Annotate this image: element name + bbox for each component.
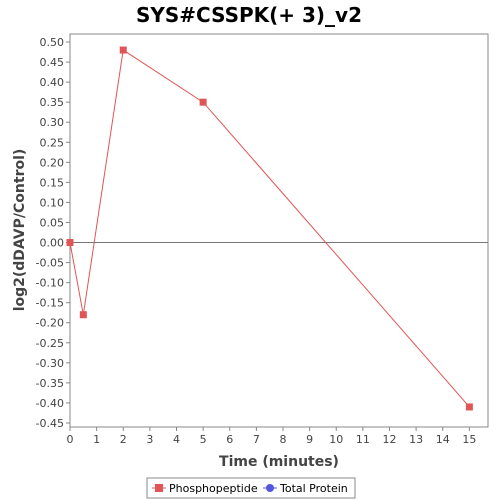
x-tick-label: 14 — [436, 433, 450, 446]
x-tick-label: 1 — [93, 433, 100, 446]
x-tick-label: 12 — [382, 433, 396, 446]
legend-entry-label: Total Protein — [279, 482, 348, 495]
y-tick-label: 0.20 — [40, 156, 65, 169]
y-tick-label: -0.35 — [36, 377, 64, 390]
y-tick-label: 0.40 — [40, 76, 65, 89]
legend-square-marker — [155, 484, 163, 492]
chart-title: SYS#CSSPK(+ 3)_v2 — [136, 3, 362, 27]
x-tick-label: 7 — [253, 433, 260, 446]
x-tick-label: 15 — [462, 433, 476, 446]
y-tick-label: 0.15 — [40, 176, 65, 189]
y-tick-label: 0.10 — [40, 196, 65, 209]
y-tick-label: 0.25 — [40, 136, 65, 149]
y-axis: 0.50 0.45 0.40 0.35 0.30 0.25 0.20 0.15 0.10 0.05… — [36, 36, 70, 430]
y-tick-label: 0.45 — [40, 56, 65, 69]
y-tick-label: 0.05 — [40, 216, 65, 229]
y-tick-label: -0.05 — [36, 257, 64, 270]
x-tick-label: 5 — [200, 433, 207, 446]
y-tick-label: -0.30 — [36, 357, 64, 370]
x-tick-label: 11 — [356, 433, 370, 446]
x-tick-label: 2 — [120, 433, 127, 446]
legend-entry-label: Phosphopeptide — [169, 482, 258, 495]
data-point — [465, 403, 473, 411]
data-point — [66, 239, 74, 247]
x-tick-label: 3 — [146, 433, 153, 446]
data-point — [199, 98, 207, 106]
y-tick-label: 0.30 — [40, 116, 65, 129]
y-tick-label: -0.15 — [36, 297, 64, 310]
series-layer — [66, 46, 473, 411]
x-tick-label: 8 — [279, 433, 286, 446]
x-tick-label: 13 — [409, 433, 423, 446]
y-tick-label: -0.40 — [36, 397, 64, 410]
y-tick-label: -0.20 — [36, 317, 64, 330]
data-point — [119, 46, 127, 54]
legend-circle-marker — [266, 484, 274, 492]
y-tick-label: 0.00 — [40, 237, 65, 250]
legend-box — [146, 477, 356, 499]
plot-area — [69, 33, 489, 428]
y-tick-label: -0.25 — [36, 337, 64, 350]
x-tick-label: 10 — [329, 433, 343, 446]
x-tick-label: 6 — [226, 433, 233, 446]
data-point — [79, 311, 87, 319]
x-tick-label: 9 — [306, 433, 313, 446]
x-axis-label: Time (minutes) — [219, 454, 339, 470]
x-tick-label: 4 — [173, 433, 180, 446]
x-tick-label: 0 — [67, 433, 74, 446]
y-tick-label: 0.50 — [40, 36, 65, 49]
y-tick-label: -0.10 — [36, 277, 64, 290]
y-tick-label: 0.35 — [40, 96, 65, 109]
x-axis: 0 1 2 3 4 5 6 7 8 9 10 11 12 13 14 15 — [67, 427, 476, 446]
y-axis-label: log2(dDAVP/Control) — [12, 149, 28, 312]
y-tick-label: -0.45 — [36, 417, 64, 430]
legend: Phosphopeptide Total Protein — [146, 477, 356, 499]
